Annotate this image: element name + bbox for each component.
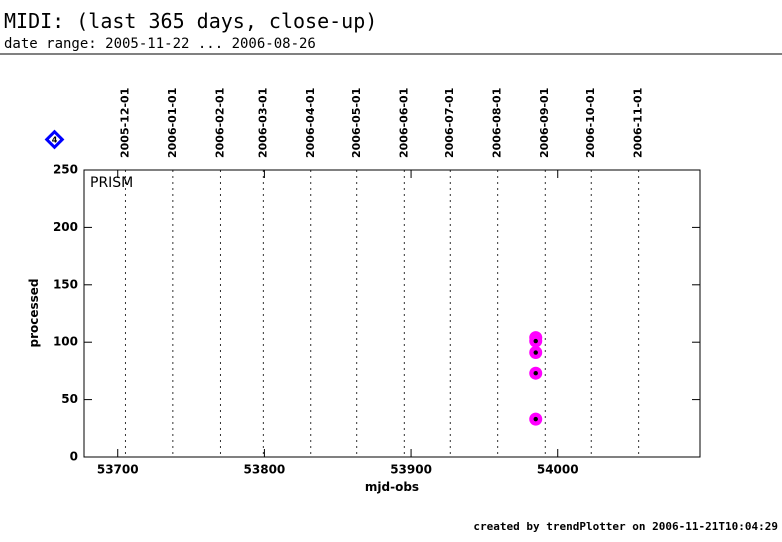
date-tick-label: 2006-01-01: [166, 88, 179, 158]
date-tick-label: 2006-04-01: [304, 88, 317, 158]
annotation: PRISM: [90, 175, 133, 191]
date-tick-label: 2006-07-01: [443, 88, 456, 158]
date-tick-label: 2006-08-01: [491, 88, 504, 158]
x-tick-label: 53900: [390, 463, 432, 477]
point-center: [533, 416, 538, 422]
date-tick-label: 2006-09-01: [538, 88, 551, 158]
date-tick-label: 2006-02-01: [213, 88, 226, 158]
y-tick-label: 150: [53, 277, 78, 291]
y-tick-label: 0: [70, 450, 78, 464]
x-axis-label: mjd-obs: [365, 480, 419, 494]
x-tick-label: 53700: [97, 463, 139, 477]
y-tick-label: 200: [53, 220, 78, 234]
y-tick-label: 100: [53, 335, 78, 349]
date-tick-label: 2006-05-01: [350, 88, 363, 158]
x-tick-label: 53800: [244, 463, 286, 477]
date-tick-label: 2005-12-01: [118, 88, 131, 158]
chart-title: MIDI: (last 365 days, close-up): [4, 9, 377, 33]
date-tick-label: 2006-03-01: [256, 88, 269, 158]
point-center: [533, 350, 538, 355]
point-center: [533, 370, 538, 376]
plot-frame: [83, 169, 701, 458]
date-tick-label: 2006-10-01: [584, 88, 597, 158]
y-tick-label: 250: [53, 163, 78, 177]
y-axis-label: processed: [27, 278, 41, 347]
chart-subtitle: date range: 2005-11-22 ... 2006-08-26: [4, 36, 316, 52]
point-center: [533, 338, 538, 344]
x-tick-label: 54000: [537, 463, 579, 477]
y-tick-label: 50: [61, 392, 78, 406]
date-tick-label: 2006-11-01: [632, 88, 645, 158]
footer: created by trendPlotter on 2006-11-21T10…: [473, 520, 778, 533]
badge-number: 4: [52, 136, 58, 145]
badge-icon: [44, 129, 65, 150]
date-tick-label: 2006-06-01: [397, 88, 410, 158]
